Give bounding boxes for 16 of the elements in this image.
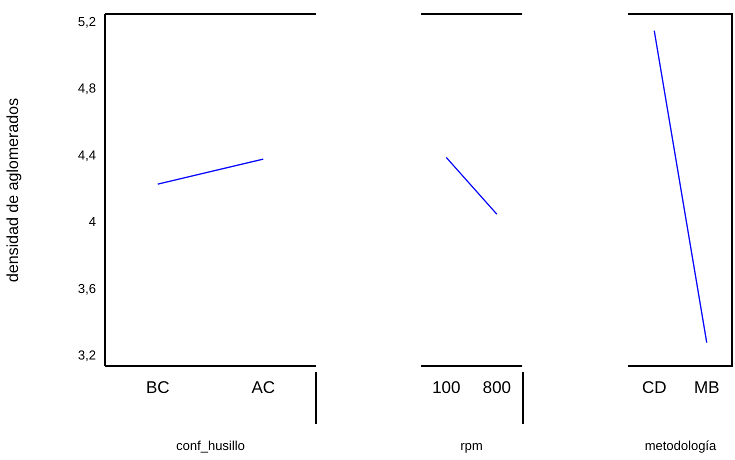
y-tick-label: 4 [88, 214, 96, 230]
x-tick-label: BC [146, 378, 170, 397]
y-tick-label: 4,4 [78, 147, 96, 162]
x-axis-title: rpm [460, 438, 483, 453]
y-axis-title: densidad de aglomerados [5, 98, 22, 282]
x-axis-title: metodología [644, 438, 718, 453]
x-tick-label: CD [642, 378, 667, 397]
x-tick-label: 100 [432, 378, 460, 397]
x-axis-title: conf_husillo [176, 438, 245, 453]
y-tick-label: 4,8 [78, 80, 96, 96]
x-tick-label: 800 [482, 378, 512, 397]
y-tick-label: 3,2 [78, 348, 96, 363]
y-tick-label: 5,2 [78, 14, 96, 29]
y-tick-label: 3,6 [78, 280, 96, 296]
x-tick-label: AC [251, 378, 276, 397]
x-tick-label: MB [694, 378, 720, 397]
